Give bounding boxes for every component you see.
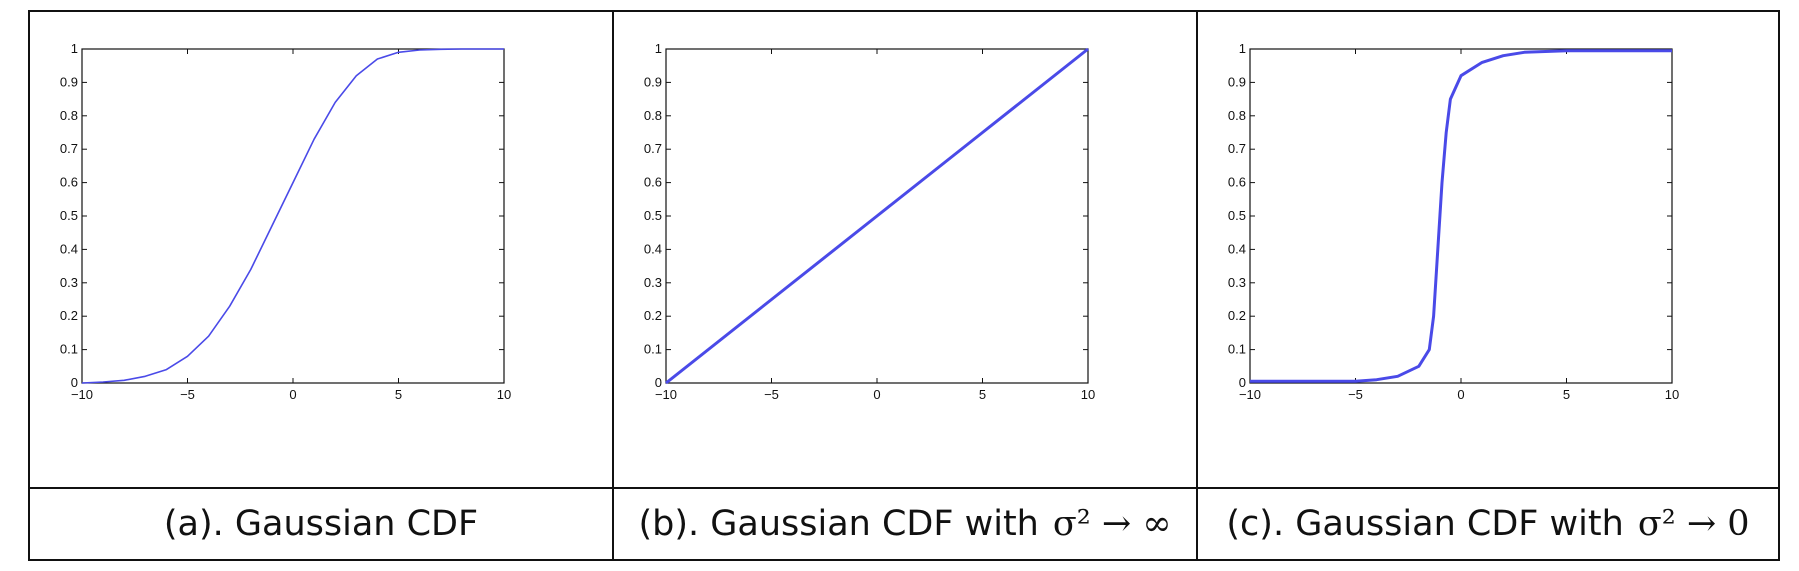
y-tick-label: 0.2 xyxy=(1228,308,1246,323)
y-tick-label: 0.6 xyxy=(60,175,78,190)
chart-a: 0 0.1 0.2 0.3 0.4 0.5 0.6 0.7 0.8 0.9 1 −10 −5 0 5 10 xyxy=(60,41,511,402)
x-tick-label: −5 xyxy=(764,387,779,402)
y-tick-label: 0.1 xyxy=(644,342,662,357)
y-tick-label: 0.9 xyxy=(1228,74,1246,89)
y-tick-label: 0.7 xyxy=(60,141,78,156)
caption-a-text: (a). Gaussian CDF xyxy=(163,504,479,544)
chart-b: 0 0.1 0.2 0.3 0.4 0.5 0.6 0.7 0.8 0.9 1 −10 −5 0 5 10 xyxy=(644,41,1095,402)
y-tick-label: 0.6 xyxy=(1228,175,1246,190)
y-tick-label: 0.5 xyxy=(60,208,78,223)
figure-frame: 0 0.1 0.2 0.3 0.4 0.5 0.6 0.7 0.8 0.9 1 −10 −5 0 5 10 0… xyxy=(28,10,1780,561)
y-tick-label: 0.7 xyxy=(1228,141,1246,156)
y-tick-label: 1 xyxy=(71,41,78,56)
y-tick-label: 0.3 xyxy=(1228,275,1246,290)
caption-divider xyxy=(30,487,1778,489)
y-tick-label: 0.1 xyxy=(60,342,78,357)
plot-area xyxy=(81,48,505,384)
caption-c: (c). Gaussian CDF with σ² → 0 xyxy=(1198,489,1778,559)
y-tick-label: 0.9 xyxy=(60,74,78,89)
caption-a: (a). Gaussian CDF xyxy=(30,489,612,559)
y-tick-label: 0.8 xyxy=(1228,108,1246,123)
y-tick-label: 0.3 xyxy=(60,275,78,290)
y-tick-label: 0.8 xyxy=(60,108,78,123)
x-tick-label: 0 xyxy=(1457,387,1464,402)
x-tick-label: 5 xyxy=(395,387,402,402)
chart-c: 0 0.1 0.2 0.3 0.4 0.5 0.6 0.7 0.8 0.9 1 −10 −5 0 5 10 xyxy=(1228,41,1679,402)
panel-divider xyxy=(1196,12,1198,559)
x-tick-label: −5 xyxy=(1348,387,1363,402)
x-tick-label: −10 xyxy=(71,387,93,402)
x-tick-label: 5 xyxy=(979,387,986,402)
chart-panel-c: 0 0.1 0.2 0.3 0.4 0.5 0.6 0.7 0.8 0.9 1 −10 −5 0 5 10 xyxy=(1198,12,1780,487)
chart-panel-b: 0 0.1 0.2 0.3 0.4 0.5 0.6 0.7 0.8 0.9 1 −10 −5 0 5 10 xyxy=(614,12,1196,487)
x-tick-label: 10 xyxy=(1081,387,1095,402)
panel-divider xyxy=(612,12,614,559)
y-tick-label: 0.2 xyxy=(644,308,662,323)
plot-area xyxy=(1249,48,1673,384)
x-tick-label: 10 xyxy=(1665,387,1679,402)
y-tick-label: 0.7 xyxy=(644,141,662,156)
y-tick-label: 0.3 xyxy=(644,275,662,290)
x-tick-label: −10 xyxy=(1239,387,1261,402)
x-tick-label: 0 xyxy=(289,387,296,402)
x-tick-label: −5 xyxy=(180,387,195,402)
x-tick-label: 5 xyxy=(1563,387,1570,402)
y-tick-label: 0.5 xyxy=(1228,208,1246,223)
y-tick-label: 0.4 xyxy=(60,241,78,256)
y-tick-label: 1 xyxy=(655,41,662,56)
y-tick-label: 0.4 xyxy=(644,241,662,256)
y-tick-label: 0.6 xyxy=(644,175,662,190)
caption-b: (b). Gaussian CDF with σ² → ∞ xyxy=(614,489,1196,559)
chart-panel-a: 0 0.1 0.2 0.3 0.4 0.5 0.6 0.7 0.8 0.9 1 −10 −5 0 5 10 xyxy=(30,12,612,487)
y-tick-label: 0 xyxy=(71,375,78,390)
y-tick-label: 0.2 xyxy=(60,308,78,323)
y-tick-label: 1 xyxy=(1239,41,1246,56)
y-tick-label: 0 xyxy=(655,375,662,390)
series-line xyxy=(81,48,504,384)
x-tick-label: 0 xyxy=(873,387,880,402)
x-tick-label: 10 xyxy=(497,387,511,402)
y-tick-label: 0.5 xyxy=(644,208,662,223)
caption-c-text: (c). Gaussian CDF with xyxy=(1226,504,1624,544)
caption-b-text: (b). Gaussian CDF with xyxy=(638,504,1039,544)
series-line xyxy=(665,47,1089,385)
caption-b-math: σ² → ∞ xyxy=(1052,504,1172,544)
y-tick-label: 0 xyxy=(1239,375,1246,390)
x-tick-label: −10 xyxy=(655,387,677,402)
y-tick-label: 0.8 xyxy=(644,108,662,123)
y-tick-label: 0.1 xyxy=(1228,342,1246,357)
caption-c-math: σ² → 0 xyxy=(1637,504,1750,544)
series-line xyxy=(1250,49,1672,383)
y-tick-label: 0.4 xyxy=(1228,241,1246,256)
y-tick-label: 0.9 xyxy=(644,74,662,89)
